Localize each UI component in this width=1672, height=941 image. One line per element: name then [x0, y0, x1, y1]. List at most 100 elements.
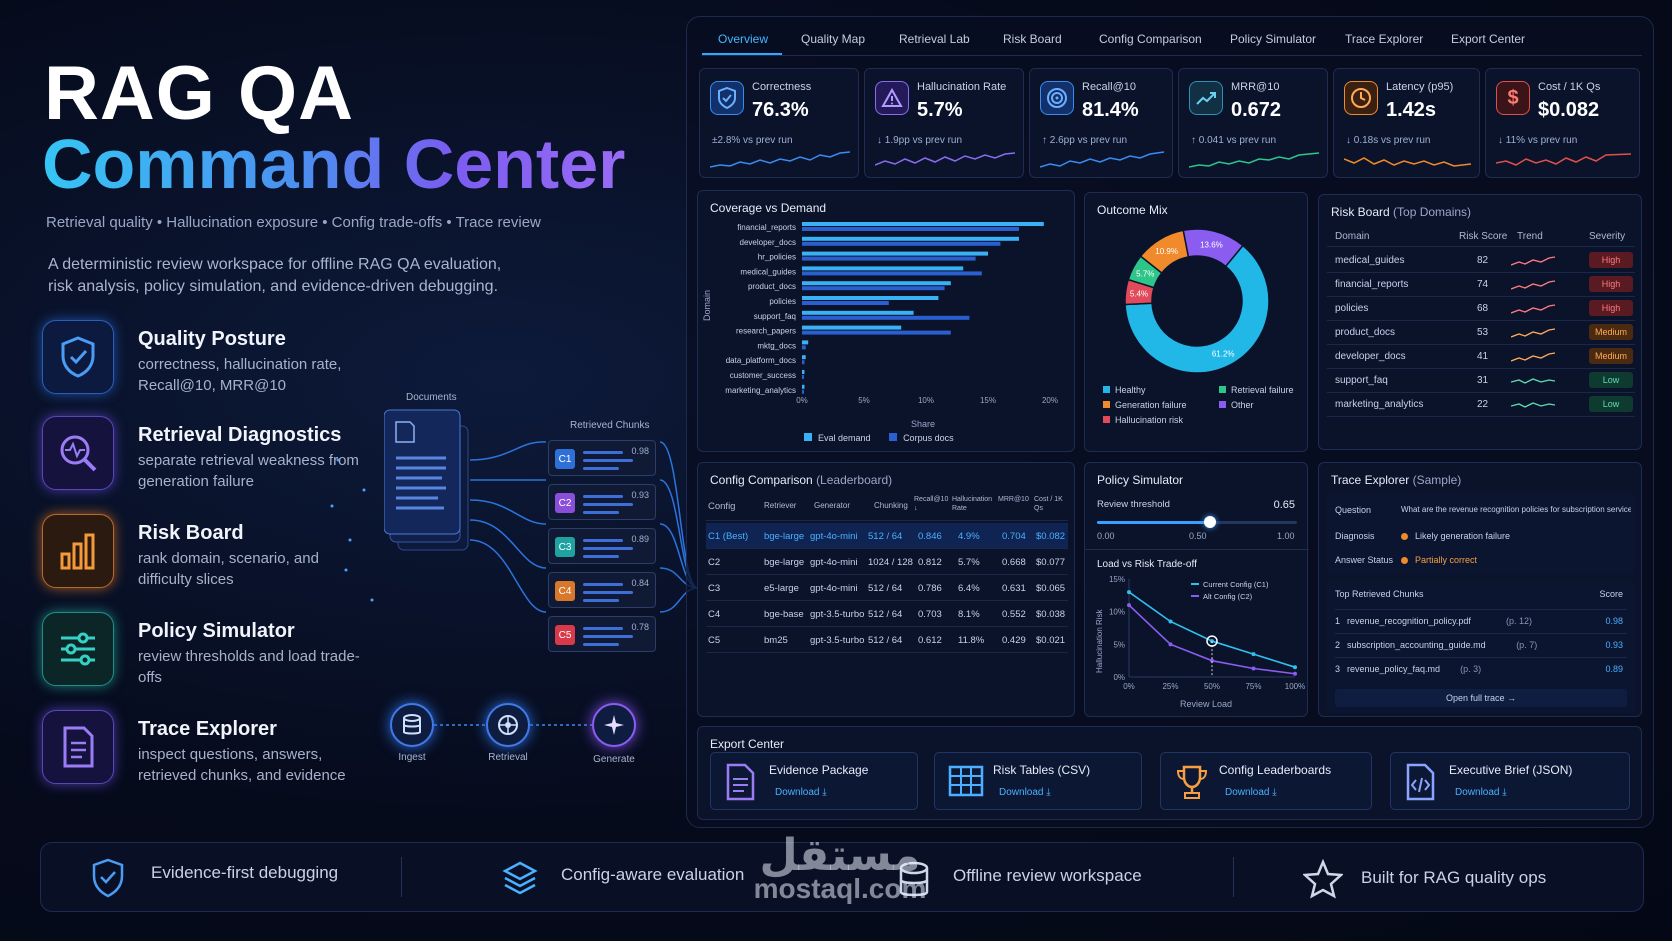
chunk-row[interactable]: 2 subscription_accounting_guide.md (p. 7) 0… — [1335, 633, 1627, 655]
config-cell-config: C4 — [708, 609, 721, 620]
stage-label-retrieval: Retrieval — [488, 752, 528, 763]
x-tick-label: 75% — [1245, 682, 1261, 691]
trace-summary: Question What are the revenue recognitio… — [1327, 493, 1635, 575]
chunk-score: 0.84 — [631, 578, 649, 588]
score-cell: 74 — [1477, 279, 1489, 290]
tab-export-center[interactable]: Export Center — [1451, 32, 1526, 46]
config-cell-retriever: e5-large — [764, 583, 799, 594]
diagnosis-label: Diagnosis — [1335, 531, 1375, 541]
panel-policy-simulator: Policy Simulator Review threshold 0.65 0… — [1084, 462, 1309, 717]
kpi-value: 1.42s — [1386, 99, 1437, 121]
config-cell-generator: gpt-3.5-turbo — [810, 609, 865, 620]
kpi-card-recall[interactable]: Recall@10 81.4% ↑ 2.6pp vs prev run — [1029, 68, 1173, 178]
footer-item: Built for RAG quality ops — [1361, 868, 1547, 887]
kpi-card-mrr[interactable]: MRR@10 0.672 ↑ 0.041 vs prev run — [1178, 68, 1328, 178]
footer-item: Evidence-first debugging — [151, 863, 339, 882]
x-axis-label: Share — [911, 419, 936, 429]
documents-label: Documents — [406, 392, 457, 403]
chunk-id: C1 — [555, 449, 575, 469]
col-header: Retriever — [764, 501, 797, 510]
config-cell-recall: 0.812 — [918, 557, 942, 568]
table-row[interactable]: C1 (Best) bge-large gpt-4o-mini 512 / 64 0.8… — [706, 523, 1068, 549]
table-row[interactable]: marketing_analytics 22 Low — [1327, 393, 1635, 417]
table-row[interactable]: developer_docs 41 Medium — [1327, 345, 1635, 369]
tab-config-comparison[interactable]: Config Comparison — [1099, 32, 1202, 46]
trend-line — [1511, 402, 1555, 408]
domain-cell: policies — [1335, 303, 1369, 314]
col-header: Cost / 1K Qs — [1034, 496, 1063, 512]
config-cell-chunking: 512 / 64 — [868, 635, 903, 646]
chunk-row[interactable]: 1 revenue_recognition_policy.pdf (p. 12) 0.… — [1335, 609, 1627, 631]
chunk-line — [583, 467, 619, 470]
bar-eval-demand — [802, 296, 939, 300]
config-cell-mrr: 0.429 — [1002, 635, 1026, 646]
severity-badge: Medium — [1589, 324, 1633, 340]
config-cell-mrr: 0.552 — [1002, 609, 1026, 620]
kpi-delta: ↑ 0.041 vs prev run — [1191, 135, 1277, 146]
kpi-card-hallucination-rate[interactable]: Hallucination Rate 5.7% ↓ 1.9pp vs prev … — [864, 68, 1024, 178]
config-cell-recall: 0.703 — [918, 609, 942, 620]
bar-eval-demand — [802, 236, 1019, 241]
chunk-id: C2 — [555, 493, 575, 513]
tab-overview[interactable]: Overview — [718, 32, 769, 46]
export-card-risk-tables[interactable]: Risk Tables (CSV) Download ⤓ — [934, 752, 1142, 810]
export-card-config-leaderboards[interactable]: Config Leaderboards Download ⤓ — [1160, 752, 1372, 810]
table-row[interactable]: C2 bge-large gpt-4o-mini 1024 / 128 0.812 5.7… — [706, 549, 1068, 575]
kpi-card-latency[interactable]: Latency (p95) 1.42s ↓ 0.18s vs prev run — [1333, 68, 1480, 178]
kpi-card-cost[interactable]: $ Cost / 1K Qs $0.082 ↓ 11% vs prev run — [1485, 68, 1640, 178]
tab-risk-board[interactable]: Risk Board — [1003, 32, 1062, 46]
download-button[interactable]: Download ⤓ — [1455, 787, 1507, 798]
table-row[interactable]: C3 e5-large gpt-4o-mini 512 / 64 0.786 6.4% 0.… — [706, 575, 1068, 601]
kpi-value: 81.4% — [1082, 99, 1139, 121]
config-cell-mrr: 0.704 — [1002, 531, 1026, 542]
tab-quality-map[interactable]: Quality Map — [801, 32, 866, 46]
download-button[interactable]: Download ⤓ — [999, 787, 1051, 798]
export-card-evidence-package[interactable]: Evidence Package Download ⤓ — [710, 752, 918, 810]
table-row[interactable]: C5 bm25 gpt-3.5-turbo 512 / 64 0.612 11.8% 0.4… — [706, 627, 1068, 653]
panel-title: Outcome Mix — [1097, 203, 1168, 217]
export-card-executive-brief[interactable]: Executive Brief (JSON) Download ⤓ — [1390, 752, 1630, 810]
threshold-slider-track[interactable] — [1097, 516, 1297, 528]
legend-label: Alt Config (C2) — [1203, 592, 1253, 601]
trend-line — [1511, 378, 1555, 384]
bar-eval-demand — [802, 325, 902, 330]
category-label: financial_reports — [737, 223, 796, 232]
question-label: Question — [1335, 505, 1372, 515]
config-cell-chunking: 512 / 64 — [868, 583, 903, 594]
tab-retrieval-lab[interactable]: Retrieval Lab — [899, 32, 970, 46]
download-button[interactable]: Download ⤓ — [1225, 787, 1277, 798]
legend: Eval demand Corpus docs — [804, 433, 954, 443]
trend-sparkline — [1511, 280, 1555, 290]
table-row[interactable]: policies 68 High — [1327, 297, 1635, 321]
open-full-trace-button[interactable]: Open full trace → — [1335, 689, 1627, 707]
kpi-label: Latency (p95) — [1386, 81, 1454, 93]
kpi-value: 5.7% — [917, 99, 963, 121]
download-button[interactable]: Download ⤓ — [775, 787, 827, 798]
table-row[interactable]: product_docs 53 Medium — [1327, 321, 1635, 345]
col-header: Chunking — [874, 501, 908, 510]
trend-sparkline — [1511, 256, 1555, 266]
feature-title: Quality Posture — [138, 328, 286, 350]
threshold-slider-handle[interactable] — [1204, 516, 1216, 528]
table-row[interactable]: support_faq 31 Low — [1327, 369, 1635, 393]
legend-label: Current Config (C1) — [1203, 580, 1269, 589]
chunk-line — [583, 539, 623, 542]
chunk-row[interactable]: 3 revenue_policy_faq.md (p. 3) 0.89 — [1335, 657, 1627, 679]
title-sub: (Top Domains) — [1393, 205, 1472, 219]
category-label: policies — [769, 297, 796, 306]
table-row[interactable]: medical_guides 82 High — [1327, 249, 1635, 273]
table-header: Config Retriever Generator Chunking Reca… — [706, 493, 1068, 521]
kpi-card-correctness[interactable]: Correctness 76.3% ±2.8% vs prev run — [699, 68, 859, 178]
tab-policy-simulator[interactable]: Policy Simulator — [1230, 32, 1317, 46]
table-row[interactable]: financial_reports 74 High — [1327, 273, 1635, 297]
kpi-sparkline — [1040, 151, 1164, 168]
x-tick-label: 25% — [1162, 682, 1178, 691]
tab-trace-explorer[interactable]: Trace Explorer — [1345, 32, 1424, 46]
score-cell: 41 — [1477, 351, 1489, 362]
config-cell-retriever: bge-base — [764, 609, 804, 620]
chunk-card: C2 0.93 — [548, 484, 656, 520]
table-row[interactable]: C4 bge-base gpt-3.5-turbo 512 / 64 0.703 8.1%… — [706, 601, 1068, 627]
chunk-score: 0.93 — [631, 490, 649, 500]
status-text: Partially correct — [1415, 555, 1478, 565]
trend-sparkline — [1511, 352, 1555, 362]
